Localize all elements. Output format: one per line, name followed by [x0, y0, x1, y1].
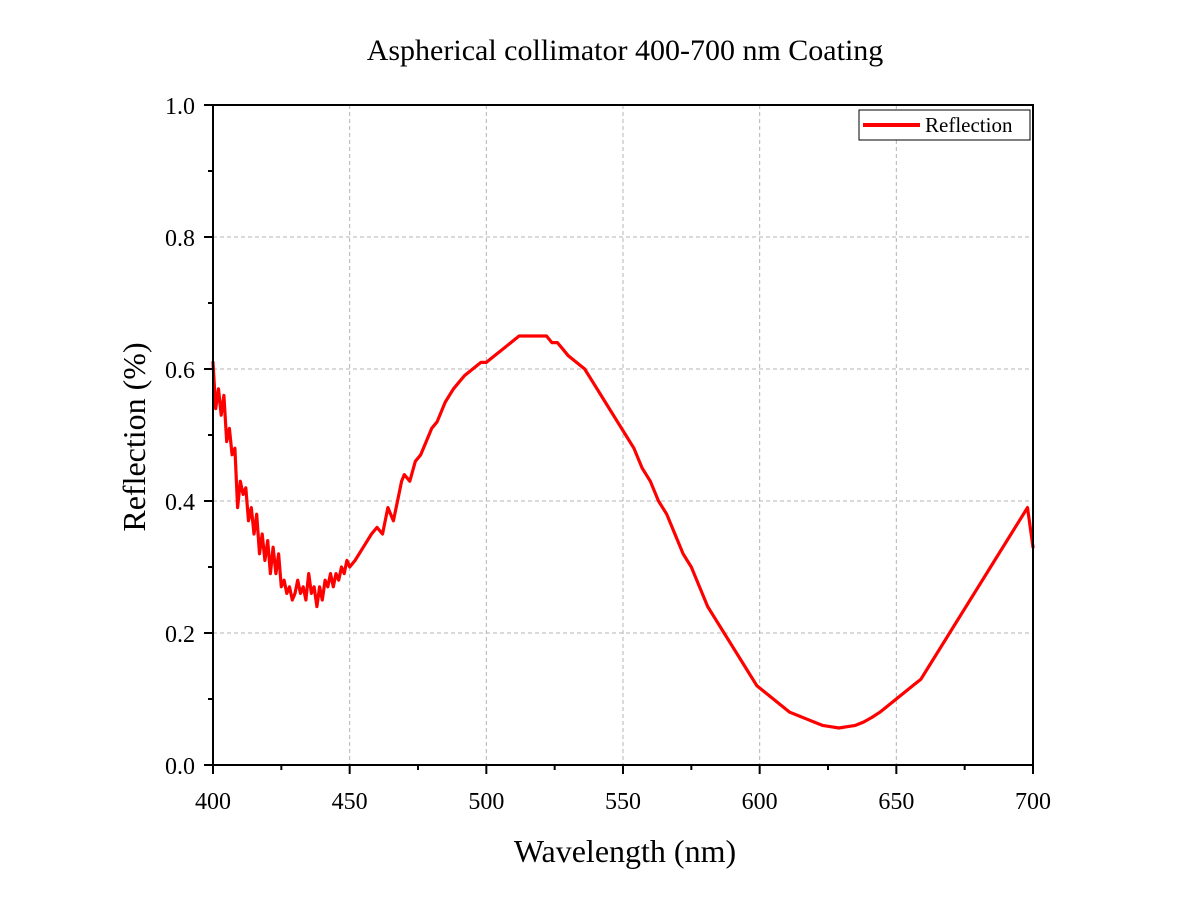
- grid-lines: [213, 105, 1033, 765]
- x-tick-label: 450: [332, 789, 368, 815]
- x-tick-label: 500: [468, 789, 504, 815]
- x-tick-label: 400: [195, 789, 231, 815]
- x-tick-labels: 400 450 500 550 600 650 700: [195, 789, 1051, 815]
- axis-ticks: [204, 104, 1034, 774]
- legend-label-reflection: Reflection: [925, 113, 1013, 137]
- chart-title: Aspherical collimator 400-700 nm Coating: [367, 34, 884, 67]
- y-axis-label: Reflection (%): [116, 342, 152, 531]
- y-tick-label: 0.2: [165, 622, 195, 648]
- x-tick-label: 700: [1015, 789, 1051, 815]
- reflection-series-line: [211, 334, 1035, 730]
- y-tick-label: 0.8: [165, 226, 195, 252]
- x-tick-label: 600: [742, 789, 778, 815]
- y-tick-label: 0.0: [165, 754, 195, 780]
- y-tick-labels: 0.0 0.2 0.4 0.6 0.8 1.0: [165, 94, 195, 780]
- y-tick-label: 0.6: [165, 358, 195, 384]
- x-tick-label: 650: [878, 789, 914, 815]
- y-tick-label: 0.4: [165, 490, 195, 516]
- legend: Reflection: [858, 109, 1031, 141]
- x-tick-label: 550: [605, 789, 641, 815]
- plot-frame: [212, 104, 1034, 766]
- y-tick-label: 1.0: [165, 94, 195, 120]
- x-axis-label: Wavelength (nm): [514, 833, 736, 869]
